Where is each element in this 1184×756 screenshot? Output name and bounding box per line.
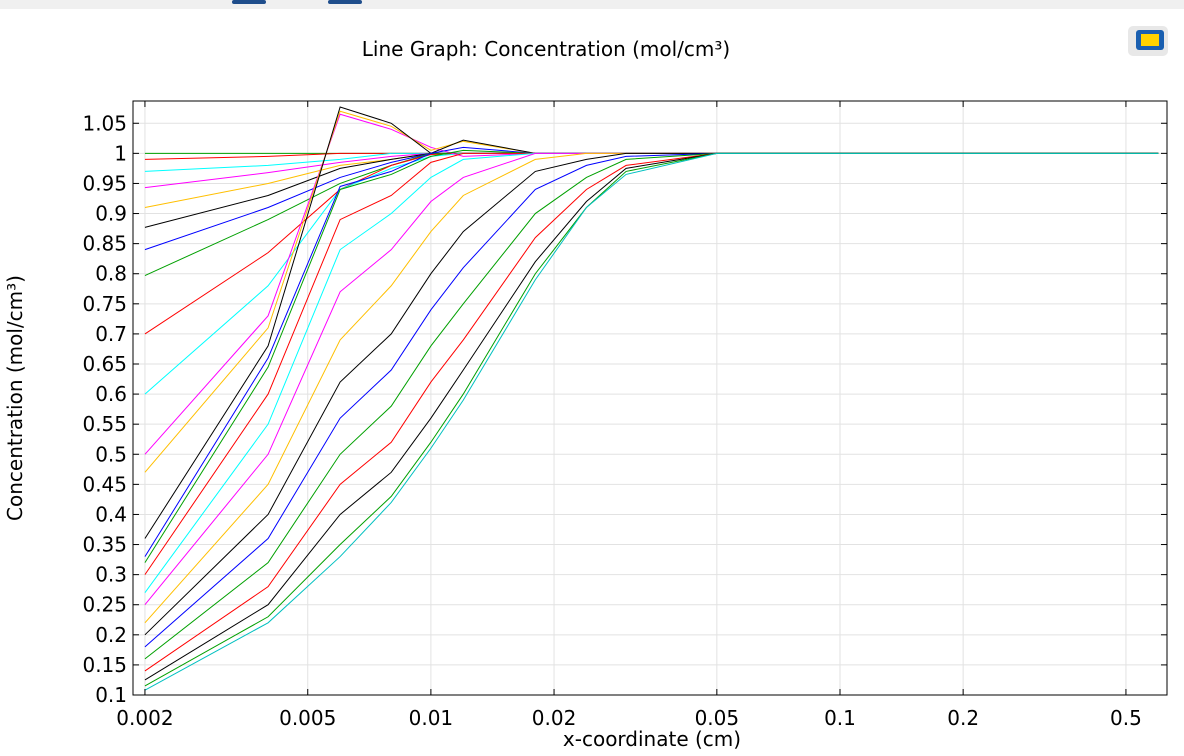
y-tick-label: 0.7	[95, 322, 127, 346]
data-line	[144, 152, 1159, 636]
x-tick-label: 0.2	[947, 706, 979, 730]
data-line	[144, 113, 1159, 455]
data-line	[144, 152, 1159, 606]
data-line	[144, 152, 1159, 648]
y-tick-label: 0.9	[95, 202, 127, 226]
data-line	[144, 152, 1159, 660]
data-line	[144, 152, 1159, 681]
data-line	[144, 152, 1159, 593]
data-line	[144, 152, 1159, 189]
y-tick-label: 0.75	[82, 292, 127, 316]
y-tick-label: 0.95	[82, 171, 127, 195]
y-tick-label: 0.5	[95, 442, 127, 466]
y-tick-label: 0.85	[82, 232, 127, 256]
y-tick-label: 0.45	[82, 472, 127, 496]
y-tick-label: 0.35	[82, 533, 127, 557]
y-tick-label: 0.1	[95, 683, 127, 707]
data-line	[144, 110, 1159, 473]
data-line	[144, 152, 1159, 276]
y-axis-label: Concentration (mol/cm³)	[3, 275, 27, 521]
y-tick-label: 0.6	[95, 382, 127, 406]
data-line	[144, 152, 1159, 160]
data-line	[144, 106, 1159, 539]
y-tick-label: 0.4	[95, 502, 127, 526]
x-tick-label: 0.02	[532, 706, 577, 730]
x-tick-label: 0.05	[695, 706, 740, 730]
x-tick-label: 0.002	[116, 706, 173, 730]
y-tick-label: 0.3	[95, 563, 127, 587]
y-tick-label: 0.15	[82, 653, 127, 677]
data-line	[144, 152, 1159, 687]
x-tick-label: 0.1	[824, 706, 856, 730]
y-tick-label: 0.65	[82, 352, 127, 376]
y-tick-label: 0.8	[95, 262, 127, 286]
x-tick-label: 0.005	[279, 706, 336, 730]
toolbar-strip	[0, 0, 1184, 9]
data-line	[144, 152, 1159, 691]
plot-area	[133, 101, 1167, 696]
y-tick-label: 0.25	[82, 593, 127, 617]
x-tick-label: 0.5	[1110, 706, 1142, 730]
data-line	[144, 152, 1159, 209]
toolbar-button[interactable]	[328, 0, 362, 4]
y-tick-label: 1.05	[82, 111, 127, 135]
data-line	[144, 149, 1159, 563]
data-line	[144, 146, 1159, 557]
plot-frame	[132, 100, 1168, 696]
x-tick-label: 0.01	[409, 706, 454, 730]
y-tick-label: 0.2	[95, 623, 127, 647]
screen-icon[interactable]	[1128, 26, 1168, 56]
x-axis-label: x-coordinate (cm)	[563, 727, 741, 751]
y-tick-label: 1	[114, 141, 127, 165]
y-tick-label: 0.55	[82, 412, 127, 436]
chart-title: Line Graph: Concentration (mol/cm³)	[362, 37, 730, 61]
data-line	[144, 152, 1159, 672]
toolbar-button[interactable]	[232, 0, 266, 4]
